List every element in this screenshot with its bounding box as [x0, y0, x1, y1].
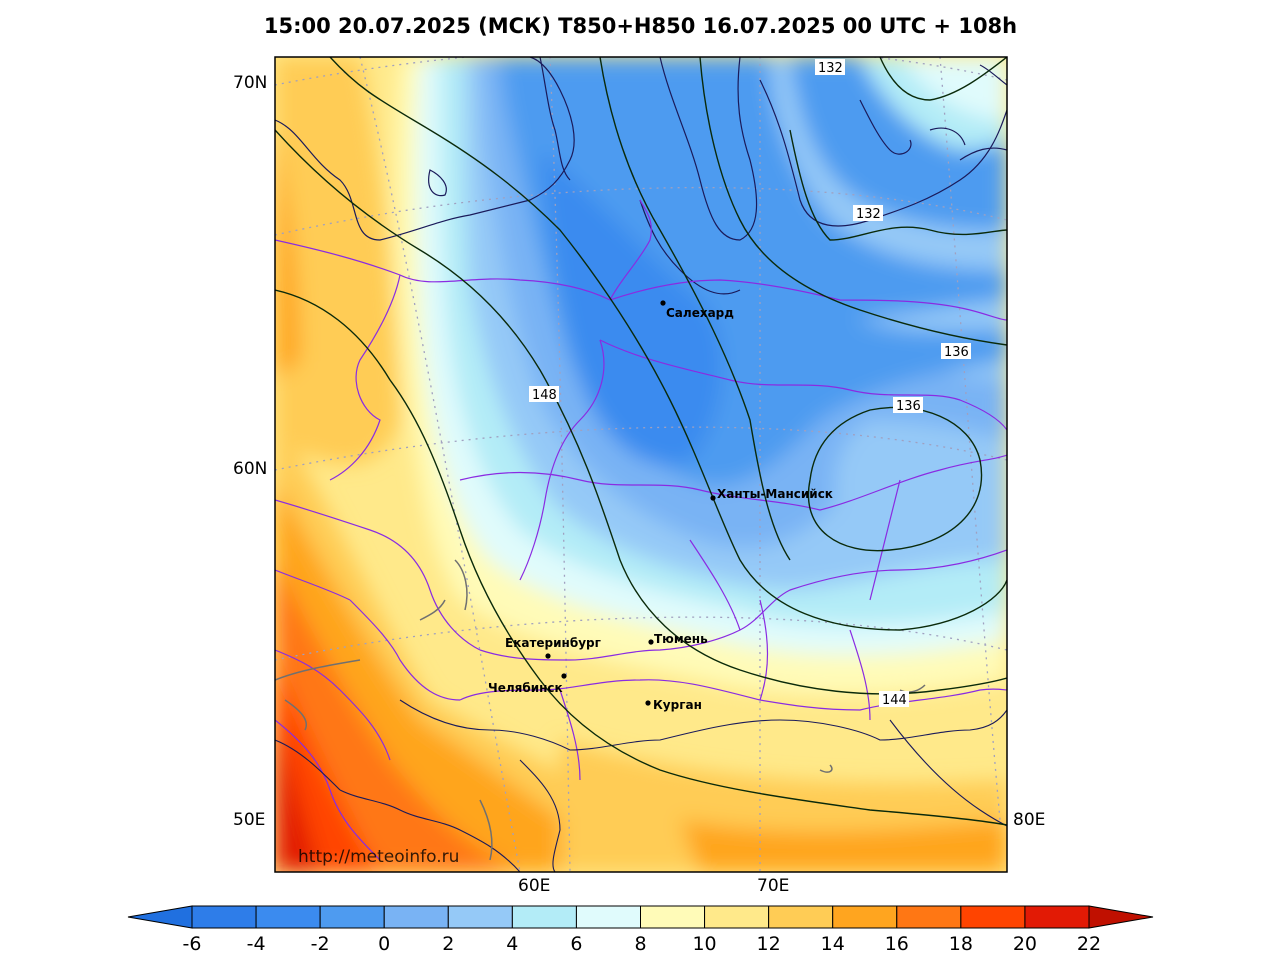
map-frame	[274, 56, 1008, 873]
country-border	[275, 699, 1007, 872]
colorbar-segment	[319, 905, 385, 929]
colorbar-tick-label: 22	[1077, 933, 1101, 955]
colorbar-tick-label: 6	[570, 933, 582, 955]
temperature-field: http://meteoinfo.ru 132 132 136 136 148 …	[275, 57, 1007, 872]
region-borders	[275, 199, 1007, 861]
lon-label-50e: 50E	[233, 810, 266, 830]
colorbar-segment	[255, 905, 321, 929]
city-label-kurgan: Курган	[653, 698, 702, 712]
contour-label: 132	[856, 207, 881, 222]
map-title: 15:00 20.07.2025 (МСК) T850+H850 16.07.2…	[263, 14, 1018, 38]
colorbar-tick-label: 8	[634, 933, 646, 955]
colorbar-segment	[768, 905, 834, 929]
graticule	[275, 57, 1007, 872]
city-label-yekaterinburg: Екатеринбург	[505, 636, 601, 650]
colorbar-tick-labels: -6 -4 -2 0 2 4 6 8 10 12 14 16 18 20 22	[183, 933, 1102, 955]
contour-labels: 132 132 136 136 148 144	[529, 59, 971, 708]
colorbar-segment	[832, 905, 898, 929]
colorbar-segments	[191, 905, 1090, 929]
city-label-chelyabinsk: Челябинск	[488, 681, 563, 695]
colorbar-segment	[191, 905, 257, 929]
colorbar-tick-label: 16	[885, 933, 909, 955]
colorbar-segment	[896, 905, 962, 929]
lon-label-80e: 80E	[1013, 810, 1046, 830]
colorbar-segment	[511, 905, 577, 929]
lat-label-60n: 60N	[233, 459, 268, 479]
colorbar-tick-label: -6	[183, 933, 202, 955]
colorbar-tick-label: 0	[378, 933, 390, 955]
city-label-khanty-mansiysk: Ханты-Мансийск	[717, 487, 833, 501]
colorbar-segment	[704, 905, 770, 929]
colorbar-segment	[575, 905, 642, 929]
rivers	[275, 559, 926, 861]
colorbar-segment	[960, 905, 1026, 929]
lat-label-70n: 70N	[233, 73, 268, 93]
colorbar-tick-label: 18	[949, 933, 973, 955]
colorbar-tick-label: 14	[821, 933, 845, 955]
colorbar-segment	[640, 905, 706, 929]
colorbar-tick-label: 10	[692, 933, 716, 955]
contour-label: 144	[882, 693, 907, 708]
colorbar-tick-label: 2	[442, 933, 454, 955]
contour-label: 136	[896, 399, 921, 414]
colorbar-tick-label: 12	[757, 933, 781, 955]
lon-label-60e: 60E	[518, 876, 551, 896]
colorbar-segment	[383, 905, 449, 929]
colorbar-under-arrow	[127, 905, 193, 929]
colorbar-segment	[1024, 905, 1090, 929]
cities: Салехард Ханты-Мансийск Екатеринбург Тюм…	[488, 300, 833, 712]
colorbar-over-arrow	[1088, 905, 1154, 929]
contour-label: 132	[818, 61, 843, 76]
city-label-salekhard: Салехард	[666, 306, 734, 320]
contour-label: 136	[944, 345, 969, 360]
contour-label: 148	[532, 388, 557, 403]
colorbar-tick-label: 4	[506, 933, 518, 955]
colorbar-tick-label: -4	[247, 933, 266, 955]
lon-label-70e: 70E	[757, 876, 790, 896]
colorbar-segment	[447, 905, 513, 929]
colorbar-tick-label: -2	[311, 933, 330, 955]
watermark-text: http://meteoinfo.ru	[298, 847, 459, 867]
city-label-tyumen: Тюмень	[654, 632, 708, 646]
colorbar-tick-label: 20	[1013, 933, 1037, 955]
